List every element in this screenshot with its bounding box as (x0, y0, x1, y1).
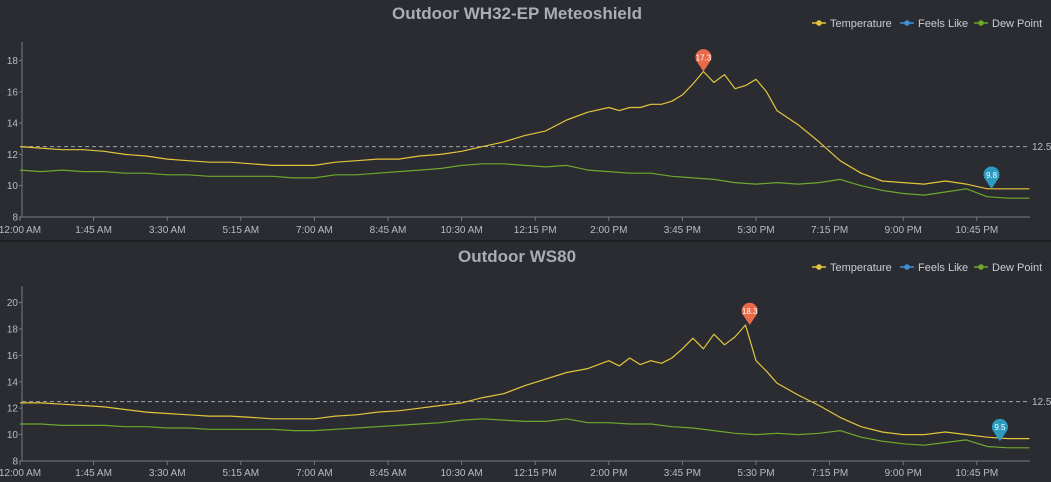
x-tick-label: 7:00 AM (296, 468, 333, 479)
x-tick-label: 10:45 PM (955, 225, 998, 236)
x-tick-label: 9:00 PM (885, 468, 922, 479)
x-tick-label: 5:30 PM (737, 225, 774, 236)
y-tick-label: 12 (7, 150, 19, 161)
x-tick-label: 10:30 AM (440, 468, 482, 479)
x-tick-label: 10:30 AM (440, 225, 482, 236)
x-tick-label: 7:00 AM (296, 225, 333, 236)
x-tick-label: 7:15 PM (811, 468, 848, 479)
series-line-temperature (20, 324, 1030, 440)
x-tick-label: 5:15 AM (222, 468, 259, 479)
series-line-temperature (19, 70, 1030, 190)
x-tick-label: 12:00 AM (0, 468, 41, 479)
x-tick-label: 2:00 PM (590, 225, 627, 236)
y-tick-label: 18 (7, 324, 19, 335)
y-tick-label: 8 (12, 213, 18, 224)
legend-feels-like-marker[interactable] (904, 264, 910, 270)
chart-title: Outdoor WH32-EP Meteoshield (392, 4, 642, 23)
min-marker-label: 9.8 (986, 171, 998, 180)
y-tick-label: 10 (7, 181, 19, 192)
y-tick-label: 12 (7, 404, 19, 415)
y-tick-label: 10 (7, 430, 19, 441)
y-tick-label: 16 (7, 87, 19, 98)
x-tick-label: 12:15 PM (514, 468, 557, 479)
x-tick-label: 3:30 AM (149, 468, 186, 479)
series-line-dew-point (19, 163, 1030, 199)
legend-dew-point-label[interactable]: Dew Point (992, 262, 1042, 274)
chart-ws80: Outdoor WS80 Temperature Feels Like Dew Poi… (0, 247, 1051, 479)
legend-temperature-label[interactable]: Temperature (830, 262, 892, 274)
x-tick-label: 12:15 PM (514, 225, 557, 236)
legend-temperature-marker[interactable] (816, 264, 822, 270)
x-tick-label: 8:45 AM (370, 225, 407, 236)
x-tick-label: 5:30 PM (737, 468, 774, 479)
y-tick-label: 14 (7, 119, 19, 130)
series-line-dew-point (20, 418, 1030, 449)
x-tick-label: 7:15 PM (811, 225, 848, 236)
max-marker-label: 18.3 (742, 307, 758, 316)
legend-dew-point-marker[interactable] (978, 20, 984, 26)
x-tick-label: 8:45 AM (370, 468, 407, 479)
x-tick-label: 5:15 AM (222, 225, 259, 236)
x-tick-label: 9:00 PM (885, 225, 922, 236)
max-marker-label: 17.3 (696, 53, 712, 62)
legend-feels-like-label[interactable]: Feels Like (918, 18, 968, 30)
max-marker-pin[interactable] (741, 302, 758, 326)
y-tick-label: 20 (7, 298, 19, 309)
chart-panel-meteoshield: Outdoor WH32-EP Meteoshield Temperature Fe… (0, 0, 1051, 240)
legend-temperature-label[interactable]: Temperature (830, 18, 892, 30)
reference-line-label: 12.5 (1032, 142, 1051, 153)
legend-temperature-marker[interactable] (816, 20, 822, 26)
x-tick-label: 1:45 AM (75, 225, 112, 236)
x-tick-label: 3:45 PM (664, 225, 701, 236)
y-tick-label: 8 (12, 457, 18, 468)
chart-title: Outdoor WS80 (458, 247, 576, 266)
legend-dew-point-marker[interactable] (978, 264, 984, 270)
x-tick-label: 3:30 AM (149, 225, 186, 236)
min-marker-label: 9.5 (994, 423, 1006, 432)
y-tick-label: 18 (7, 56, 19, 67)
legend-feels-like-label[interactable]: Feels Like (918, 262, 968, 274)
x-tick-label: 10:45 PM (955, 468, 998, 479)
reference-line-label: 12.5 (1032, 397, 1051, 408)
x-tick-label: 3:45 PM (664, 468, 701, 479)
min-marker-pin[interactable] (991, 418, 1008, 442)
x-tick-label: 12:00 AM (0, 225, 41, 236)
legend-dew-point-label[interactable]: Dew Point (992, 18, 1042, 30)
x-tick-label: 2:00 PM (590, 468, 627, 479)
legend-feels-like-marker[interactable] (904, 20, 910, 26)
max-marker-pin[interactable] (695, 49, 712, 72)
y-tick-label: 16 (7, 351, 19, 362)
x-tick-label: 1:45 AM (75, 468, 112, 479)
y-tick-label: 14 (7, 377, 19, 388)
chart-panel-ws80: Outdoor WS80 Temperature Feels Like Dew Poi… (0, 240, 1051, 482)
chart-meteoshield: Outdoor WH32-EP Meteoshield Temperature Fe… (0, 4, 1051, 236)
min-marker-pin[interactable] (983, 166, 1000, 189)
